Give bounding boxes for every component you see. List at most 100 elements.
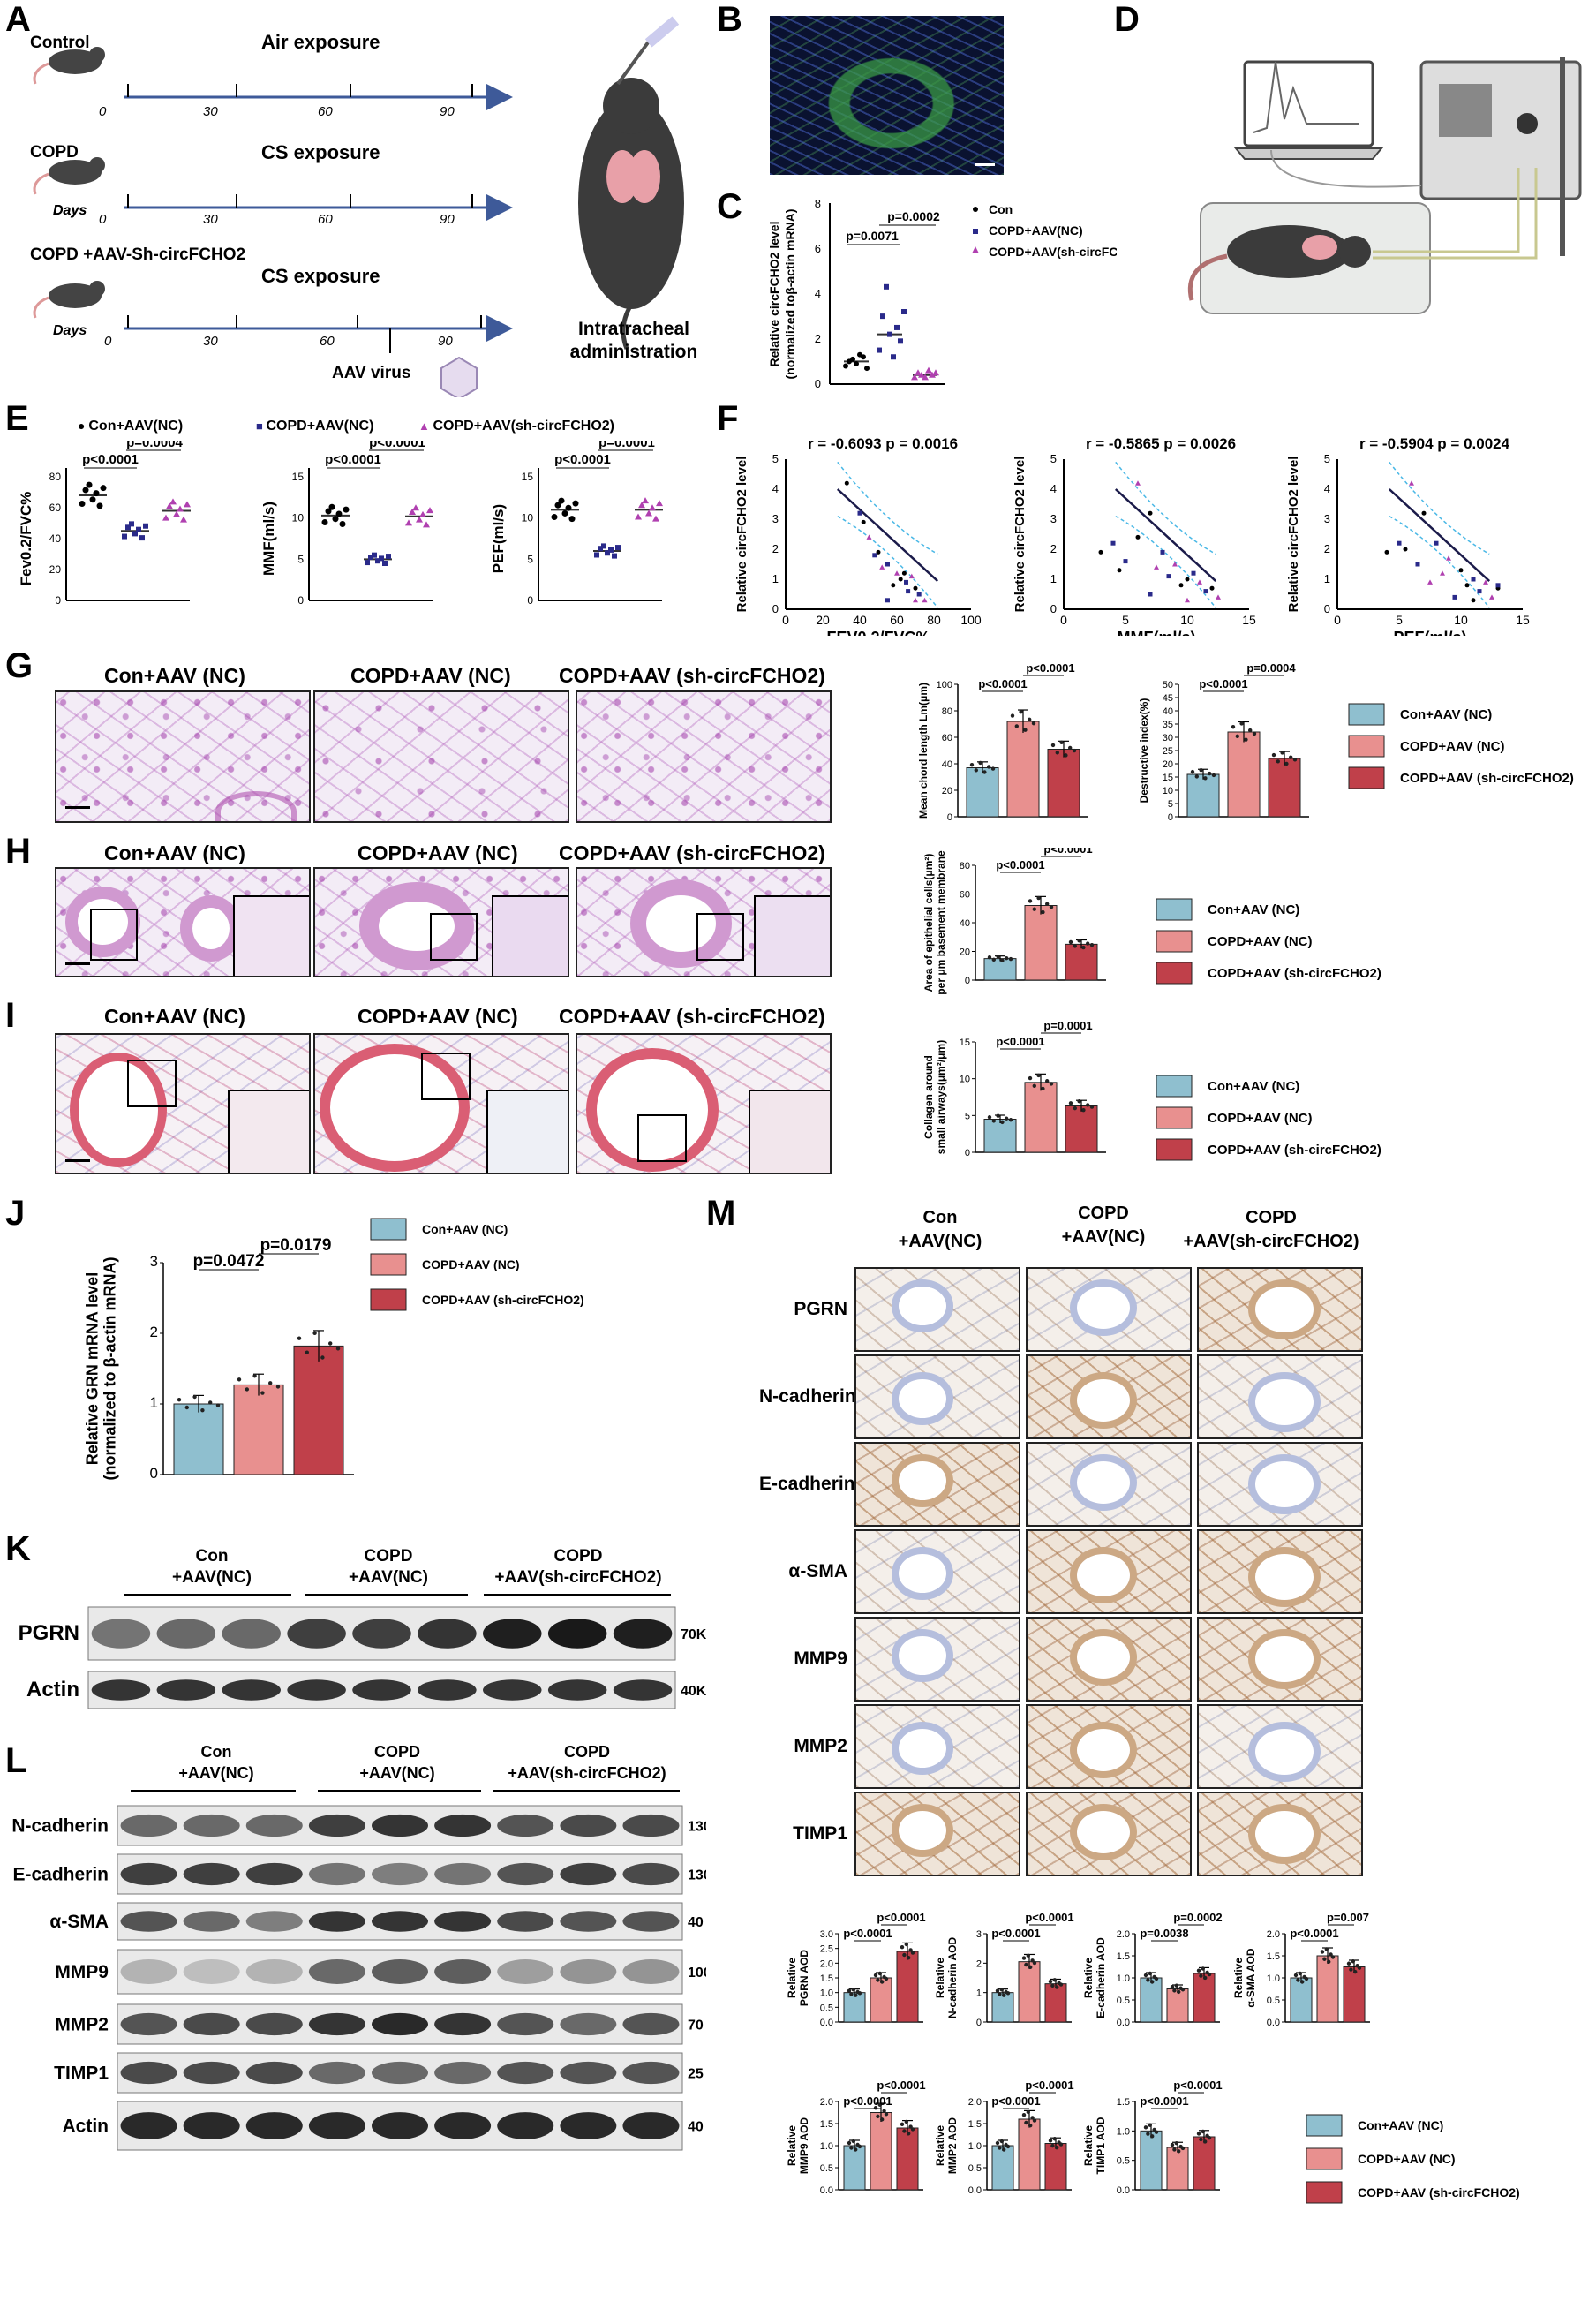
bar-point [192, 1394, 197, 1400]
bar-point [1150, 2134, 1155, 2139]
bar-point [1199, 768, 1203, 773]
bar-point [1072, 748, 1077, 753]
blot-band [183, 1959, 240, 1984]
bar-ylabel: MMP2 AOD [946, 2117, 959, 2175]
days-label: Days [53, 323, 87, 338]
e-point [184, 501, 191, 508]
f-point [908, 573, 915, 579]
bar-point [1032, 1960, 1037, 1966]
blot-size: 40 kDa [688, 1915, 706, 1930]
f-point [1191, 570, 1196, 576]
blot-size: 25 kDa [688, 2067, 706, 2082]
bar-p1: p<0.0001 [991, 1927, 1040, 1940]
bar-point [991, 957, 996, 962]
k-group-line2: +AAV(NC) [349, 1568, 428, 1587]
f-point [866, 534, 872, 540]
f-xtick: 0 [782, 613, 789, 627]
c-point [925, 366, 932, 374]
legend-swatch [370, 1288, 407, 1311]
f-point [891, 583, 896, 588]
bar-point [854, 1993, 858, 1997]
e-ytick: 0 [527, 594, 533, 607]
m-ihc-tile [854, 1354, 1020, 1439]
bar-point [1143, 2125, 1148, 2130]
bar-point [328, 1341, 333, 1346]
f-point [1471, 577, 1476, 582]
bar-point [312, 1331, 317, 1336]
legend-swatch [1348, 735, 1385, 758]
e-point [328, 503, 335, 510]
e-point [177, 505, 184, 512]
f-point [1117, 568, 1122, 573]
bar-point [1346, 1961, 1351, 1966]
bar [870, 2112, 892, 2191]
f-ytick: 1 [1324, 572, 1330, 585]
i-histology-con [55, 1033, 311, 1174]
e-ytick: 10 [292, 512, 305, 524]
bar-ytick: 100 [937, 680, 952, 690]
bar-point [1000, 1120, 1005, 1125]
f-ytick: 1 [1050, 572, 1057, 585]
g-histology-con [55, 690, 311, 823]
c-ytick: 8 [815, 197, 821, 210]
bar-ytick: 2.0 [1117, 1929, 1130, 1940]
bar-point [1327, 1959, 1331, 1964]
tick-label: 90 [438, 334, 453, 349]
e-point [608, 547, 614, 553]
f-point [1148, 510, 1153, 516]
c-point [884, 283, 889, 290]
f-point [1464, 583, 1470, 588]
blot-band [183, 2112, 240, 2139]
panel-letter-l: L [5, 1741, 27, 1780]
bar-point [1174, 1983, 1178, 1988]
f-ci-upper [1115, 461, 1216, 555]
blot-band [91, 1679, 151, 1701]
f-point [1123, 559, 1128, 564]
e-point [656, 500, 663, 507]
bar-point [996, 1113, 1000, 1118]
c-ylabel-1: Relative circFCHO2 level [767, 222, 781, 367]
f-point [1458, 568, 1464, 573]
bar-point [987, 765, 991, 769]
bar-point [1203, 1975, 1208, 1981]
tick-label: 30 [203, 212, 218, 227]
f-xtick: 0 [1060, 613, 1067, 627]
bar-point [1028, 1075, 1033, 1081]
f-xtick: 80 [927, 613, 941, 627]
panel-j-chart: 0 1 2 3 Relative GRN mRNA level (normalized t… [84, 1218, 584, 1482]
bar-p1: p<0.0001 [996, 1035, 1044, 1048]
e-ylabel: PEF(ml/s) [490, 504, 507, 573]
bar-point [1023, 728, 1028, 732]
bar-point [982, 770, 987, 774]
f-ytick: 5 [772, 452, 779, 465]
bar-ytick: 0.5 [1267, 1996, 1280, 2006]
f-point [1154, 564, 1159, 570]
f-xlabel: MMF(ml/s) [1118, 629, 1196, 636]
bar-point [1320, 1950, 1325, 1954]
legend-label: COPD+AAV (NC) [1208, 1111, 1312, 1126]
bar-ytick: 10 [960, 1075, 970, 1085]
m-ihc-tile [854, 1442, 1020, 1527]
blot-band [372, 1959, 428, 1984]
e-point [86, 481, 93, 488]
bar [1166, 2147, 1189, 2191]
bar-point [184, 1405, 189, 1410]
bar [983, 958, 1017, 981]
blot-band [497, 1911, 554, 1932]
f-point [885, 562, 890, 567]
bar-point [268, 1381, 273, 1385]
panel-letter-b: B [717, 0, 742, 39]
bar-ytick: 20 [1163, 759, 1173, 770]
m-row-label: MMP2 [794, 1736, 847, 1756]
bar-ylabel: Relative [934, 1958, 946, 1998]
blot-band [497, 1862, 554, 1886]
m-ihc-grid: PGRN N-cadherin E-cadherin α-SMA MMP9 MMP2 TIM… [759, 1267, 1368, 2309]
bar [1044, 1983, 1067, 2023]
blot-band [547, 1679, 607, 1701]
m-ihc-tile [1026, 1617, 1192, 1702]
e-point [612, 553, 617, 559]
bar-ytick: 0 [965, 1148, 970, 1158]
bar-point [1026, 2109, 1030, 2115]
bar-point [904, 2119, 908, 2124]
bar-point [1349, 1967, 1353, 1972]
